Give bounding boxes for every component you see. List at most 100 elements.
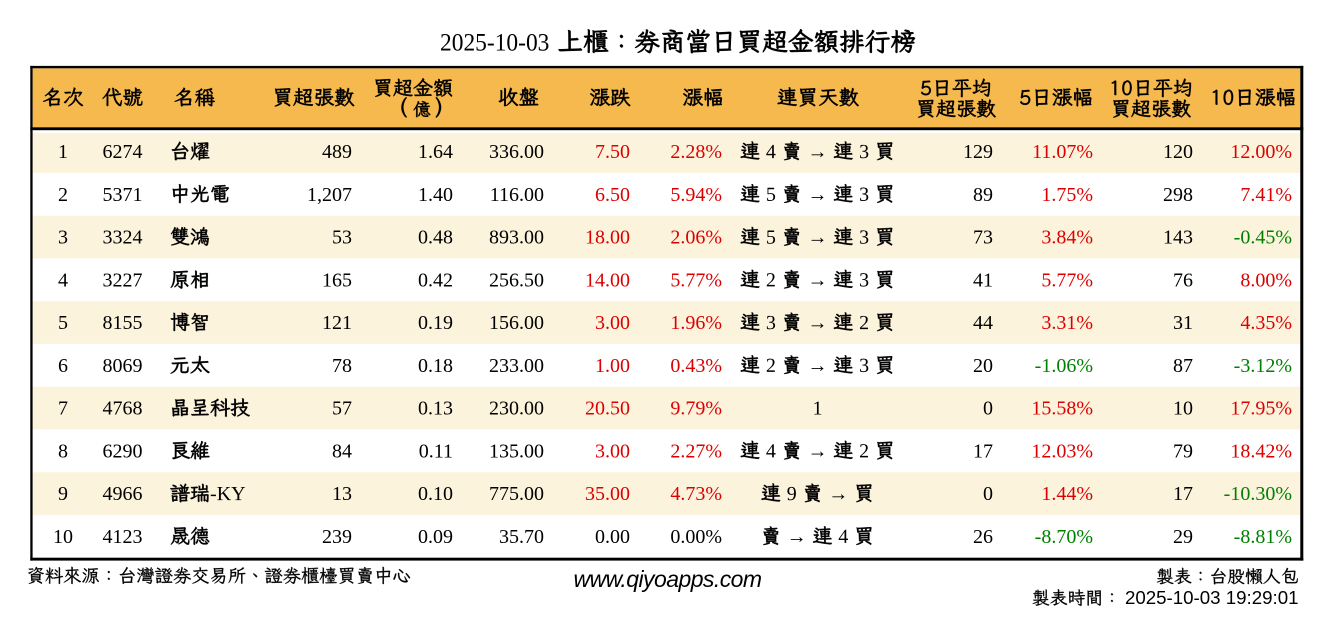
svg-text:3.00: 3.00 [595, 312, 630, 334]
svg-text:17.95%: 17.95% [1230, 398, 1292, 420]
svg-text:0.18: 0.18 [418, 355, 453, 377]
svg-text:14.00: 14.00 [585, 269, 630, 291]
svg-text:1.96%: 1.96% [670, 312, 722, 334]
svg-text:0.13: 0.13 [418, 398, 453, 420]
svg-text:2025-10-03: 2025-10-03 [440, 27, 549, 56]
svg-text:489: 489 [322, 141, 352, 163]
svg-text:4768: 4768 [103, 398, 143, 420]
svg-text:31: 31 [1173, 312, 1193, 334]
svg-text:230.00: 230.00 [489, 398, 544, 420]
svg-text:775.00: 775.00 [489, 483, 544, 505]
svg-text:0.00: 0.00 [595, 526, 630, 548]
svg-text:129: 129 [963, 141, 993, 163]
svg-text:1,207: 1,207 [307, 184, 352, 206]
svg-text:0: 0 [983, 483, 993, 505]
svg-text:5.77%: 5.77% [1041, 269, 1093, 291]
svg-text:12.00%: 12.00% [1230, 141, 1292, 163]
svg-text:3227: 3227 [103, 269, 143, 291]
svg-text:239: 239 [322, 526, 352, 548]
svg-text:8.00%: 8.00% [1240, 269, 1292, 291]
svg-text:17: 17 [1173, 483, 1193, 505]
svg-text:87: 87 [1173, 355, 1193, 377]
svg-text:1.40: 1.40 [418, 184, 453, 206]
svg-text:298: 298 [1163, 184, 1193, 206]
svg-text:135.00: 135.00 [489, 440, 544, 462]
svg-text:0.09: 0.09 [418, 526, 453, 548]
svg-text:35.00: 35.00 [585, 483, 630, 505]
svg-text:-1.06%: -1.06% [1035, 355, 1093, 377]
svg-text:165: 165 [322, 269, 352, 291]
svg-text:256.50: 256.50 [489, 269, 544, 291]
svg-text:44: 44 [973, 312, 993, 334]
svg-text:79: 79 [1173, 440, 1193, 462]
svg-text:11.07%: 11.07% [1032, 141, 1093, 163]
svg-text:9: 9 [58, 483, 68, 505]
svg-text:17: 17 [973, 440, 993, 462]
svg-text:6290: 6290 [103, 440, 143, 462]
svg-text:1.75%: 1.75% [1041, 184, 1093, 206]
svg-text:4123: 4123 [103, 526, 143, 548]
svg-text:2.28%: 2.28% [670, 141, 722, 163]
svg-text:6: 6 [58, 355, 68, 377]
svg-text:15.58%: 15.58% [1031, 398, 1093, 420]
svg-text:20.50: 20.50 [585, 398, 630, 420]
svg-text:-8.70%: -8.70% [1035, 526, 1093, 548]
svg-text:13: 13 [332, 483, 352, 505]
svg-text:3324: 3324 [103, 227, 143, 249]
svg-text:0.11: 0.11 [419, 440, 453, 462]
svg-text:18.42%: 18.42% [1230, 440, 1292, 462]
svg-text:20: 20 [973, 355, 993, 377]
svg-text:7.41%: 7.41% [1240, 184, 1292, 206]
svg-text:35.70: 35.70 [499, 526, 544, 548]
svg-text:0.42: 0.42 [418, 269, 453, 291]
svg-text:-0.45%: -0.45% [1234, 227, 1292, 249]
svg-text:26: 26 [973, 526, 993, 548]
svg-text:2025-10-03 19:29:01: 2025-10-03 19:29:01 [1125, 587, 1299, 608]
svg-text:336.00: 336.00 [489, 141, 544, 163]
svg-text:0.10: 0.10 [418, 483, 453, 505]
svg-text:-3.12%: -3.12% [1234, 355, 1292, 377]
svg-text:41: 41 [973, 269, 993, 291]
svg-text:10: 10 [1173, 398, 1193, 420]
svg-text:3: 3 [58, 227, 68, 249]
svg-text:5.94%: 5.94% [670, 184, 722, 206]
svg-text:89: 89 [973, 184, 993, 206]
svg-text:7.50: 7.50 [595, 141, 630, 163]
svg-text:3.31%: 3.31% [1041, 312, 1093, 334]
svg-text:1: 1 [813, 398, 823, 420]
svg-text:0.00%: 0.00% [670, 526, 722, 548]
svg-text:1.64: 1.64 [418, 141, 453, 163]
svg-text:5: 5 [58, 312, 68, 334]
svg-text:893.00: 893.00 [489, 227, 544, 249]
svg-text:8155: 8155 [103, 312, 143, 334]
svg-text:0.19: 0.19 [418, 312, 453, 334]
svg-text:6274: 6274 [103, 141, 143, 163]
svg-text:0.48: 0.48 [418, 227, 453, 249]
svg-text:www.qiyoapps.com: www.qiyoapps.com [573, 566, 761, 592]
svg-text:-8.81%: -8.81% [1234, 526, 1292, 548]
svg-text:53: 53 [332, 227, 352, 249]
svg-text:143: 143 [1163, 227, 1193, 249]
svg-text:3.00: 3.00 [595, 440, 630, 462]
svg-text:10: 10 [53, 526, 73, 548]
svg-text:4: 4 [58, 269, 68, 291]
svg-text:4966: 4966 [103, 483, 143, 505]
svg-text:4.35%: 4.35% [1240, 312, 1292, 334]
svg-text:2.27%: 2.27% [670, 440, 722, 462]
svg-text:6.50: 6.50 [595, 184, 630, 206]
svg-text:-10.30%: -10.30% [1224, 483, 1292, 505]
svg-text:5371: 5371 [103, 184, 143, 206]
svg-text:1.00: 1.00 [595, 355, 630, 377]
svg-text:233.00: 233.00 [489, 355, 544, 377]
svg-text:2: 2 [58, 184, 68, 206]
svg-text:73: 73 [973, 227, 993, 249]
svg-text:1: 1 [58, 141, 68, 163]
svg-text:0.43%: 0.43% [670, 355, 722, 377]
svg-text:156.00: 156.00 [489, 312, 544, 334]
svg-text:2.06%: 2.06% [670, 227, 722, 249]
svg-text:78: 78 [332, 355, 352, 377]
svg-text:8069: 8069 [103, 355, 143, 377]
svg-text:0: 0 [983, 398, 993, 420]
svg-text:3.84%: 3.84% [1041, 227, 1093, 249]
svg-text:8: 8 [58, 440, 68, 462]
